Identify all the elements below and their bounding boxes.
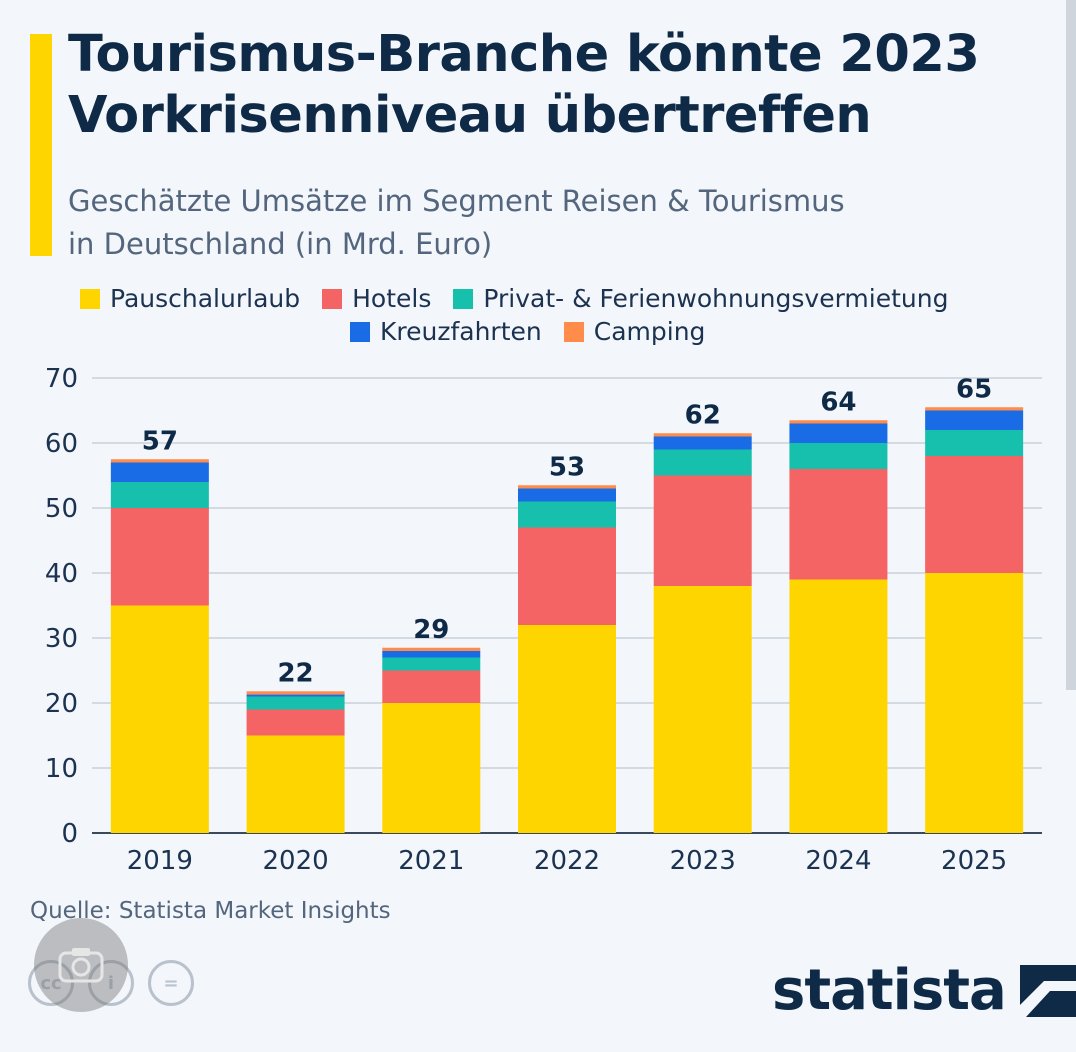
x-tick-label: 2025	[941, 846, 1007, 876]
bar-segment	[246, 709, 345, 736]
bar-segment	[925, 456, 1024, 573]
bar-segment	[110, 605, 209, 833]
equals-icon[interactable]: =	[148, 960, 194, 1006]
bar-segment	[246, 735, 345, 833]
legend-item-privat: Privat- & Ferienwohnungsvermietung	[453, 284, 948, 313]
bar-segment	[925, 407, 1024, 411]
bar-segment	[518, 485, 616, 489]
bar-segment	[789, 420, 888, 424]
bar-segment	[110, 462, 209, 482]
source-note: Quelle: Statista Market Insights	[30, 898, 391, 924]
x-tick-label: 2023	[670, 846, 736, 876]
x-tick-label: 2024	[805, 846, 871, 876]
bar-segment	[246, 696, 345, 710]
bar-segment	[110, 459, 209, 463]
chart-subtitle: Geschätzte Umsätze im Segment Reisen & T…	[68, 180, 1028, 266]
info-icon[interactable]: i	[88, 960, 134, 1006]
legend-swatch	[80, 288, 100, 309]
title-line-1: Tourismus-Branche könnte 2023	[68, 25, 980, 84]
legend-item-hotels: Hotels	[322, 284, 431, 313]
bar-segment	[925, 430, 1024, 456]
chart-title: Tourismus-Branche könnte 2023 Vorkrisenn…	[68, 24, 1068, 146]
x-tick-label: 2019	[127, 846, 193, 876]
bar-segment	[382, 703, 481, 833]
legend-swatch	[322, 288, 343, 309]
creative-commons-icon[interactable]: cc	[28, 960, 74, 1006]
bar-segment	[518, 625, 616, 833]
bar-segment	[789, 443, 888, 469]
y-tick-label: 30	[45, 624, 78, 654]
data-label-total: 62	[685, 400, 721, 430]
legend-row: Kreuzfahrten Camping	[80, 315, 1020, 348]
bar-segment	[246, 691, 345, 695]
logo-text: statista	[772, 958, 1007, 1023]
bar-segment	[110, 482, 209, 508]
x-tick-label: 2021	[398, 846, 464, 876]
scrollbar[interactable]	[1066, 0, 1076, 690]
legend-item-camping: Camping	[563, 317, 706, 346]
camera-overlay-icon[interactable]	[34, 918, 128, 1012]
legend-label: Hotels	[352, 284, 432, 313]
accent-bar	[30, 34, 52, 256]
bar-segment	[110, 508, 209, 606]
y-tick-label: 0	[61, 819, 78, 849]
legend-swatch	[453, 288, 474, 309]
license-icons: cc i =	[28, 960, 194, 1006]
data-label-total: 64	[820, 387, 856, 417]
bar-segment	[382, 670, 481, 703]
subtitle-line-1: Geschätzte Umsätze im Segment Reisen & T…	[68, 184, 845, 218]
y-tick-label: 20	[45, 689, 78, 719]
legend-label: Kreuzfahrten	[380, 317, 542, 346]
data-label-total: 65	[956, 374, 992, 404]
bar-segment	[518, 527, 616, 625]
legend-item-kreuzfahrten: Kreuzfahrten	[350, 317, 542, 346]
y-tick-label: 50	[45, 494, 78, 524]
legend-swatch	[350, 321, 370, 342]
bar-segment	[382, 651, 481, 658]
bar-segment	[653, 433, 752, 437]
bar-segment	[382, 657, 481, 671]
bar-segment	[789, 579, 888, 833]
y-tick-label: 70	[45, 364, 78, 394]
data-label-total: 29	[413, 615, 449, 645]
legend-label: Camping	[593, 317, 706, 346]
bar-segment	[246, 694, 345, 697]
bar-segment	[653, 436, 752, 450]
bar-segment	[789, 469, 888, 580]
statista-logo: statista	[772, 958, 1076, 1023]
x-tick-label: 2020	[262, 846, 328, 876]
x-tick-label: 2022	[534, 846, 600, 876]
data-label-total: 57	[142, 426, 178, 456]
stacked-bar-chart: 0 10 20 30 40 50 60 70 57 2019 22 2020 29 2021 53 2022 6…	[45, 364, 1042, 876]
bar-segment	[653, 475, 752, 586]
data-label-total: 22	[277, 658, 313, 688]
legend-label: Privat- & Ferienwohnungsvermietung	[483, 284, 949, 313]
bar-segment	[518, 501, 616, 528]
bar-segment	[925, 410, 1024, 430]
y-tick-label: 60	[45, 429, 78, 459]
legend-row: Pauschalurlaub Hotels Privat- & Ferienwo…	[80, 282, 1020, 315]
bar-segment	[653, 586, 752, 833]
legend-label: Pauschalurlaub	[110, 284, 301, 313]
bar-segment	[925, 573, 1024, 833]
bar-segment	[382, 647, 481, 651]
legend-item-pauschalurlaub: Pauschalurlaub	[80, 284, 300, 313]
y-tick-label: 40	[45, 559, 78, 589]
legend: Pauschalurlaub Hotels Privat- & Ferienwo…	[80, 282, 1020, 348]
data-label-total: 53	[549, 452, 585, 482]
bar-segment	[518, 488, 616, 502]
bar-segment	[789, 423, 888, 443]
title-line-2: Vorkrisenniveau übertreffen	[68, 86, 872, 145]
y-tick-label: 10	[45, 754, 78, 784]
bar-segment	[653, 449, 752, 476]
statista-logo-icon	[1019, 964, 1076, 1017]
legend-swatch	[563, 321, 584, 342]
subtitle-line-2: in Deutschland (in Mrd. Euro)	[68, 227, 493, 261]
